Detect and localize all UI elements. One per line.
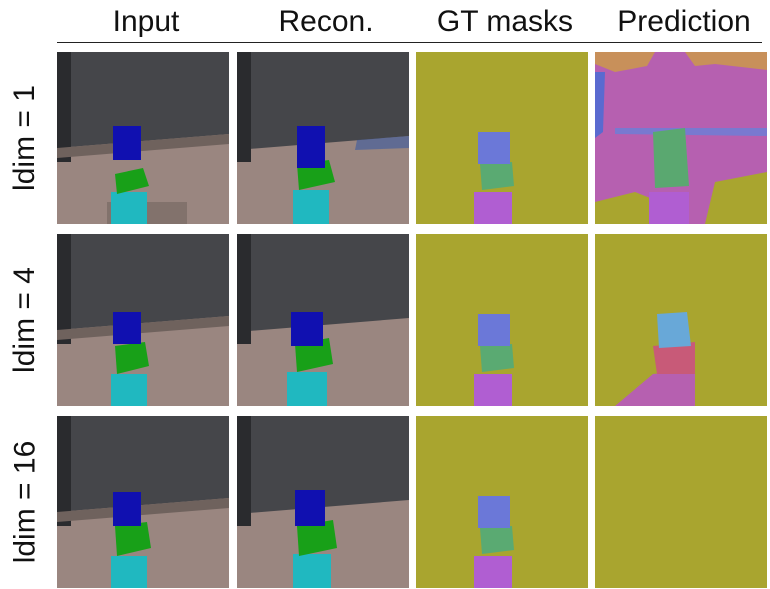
prediction-row-1	[595, 52, 767, 224]
reconstruction-image-row-1	[237, 52, 409, 224]
reconstruction-image-row-2	[237, 234, 409, 406]
column-title-recon: Recon.	[278, 5, 374, 38]
row-label-3: ldim = 16	[0, 416, 50, 588]
gt-mask-row-2	[416, 234, 588, 406]
input-image-row-2	[57, 234, 229, 406]
row-label-3-text: ldim = 16	[8, 440, 42, 564]
input-image-row-1	[57, 52, 229, 224]
prediction-row-3	[595, 416, 767, 588]
header-rule	[57, 42, 762, 43]
column-title-gt-masks: GT masks	[436, 5, 574, 38]
row-label-1-text: ldim = 1	[8, 85, 42, 191]
reconstruction-image-row-3	[237, 416, 409, 588]
column-title-prediction: Prediction	[617, 5, 751, 38]
input-image-row-3	[57, 416, 229, 588]
row-label-1: ldim = 1	[0, 52, 50, 224]
row-label-2: ldim = 4	[0, 234, 50, 406]
gt-mask-row-1	[416, 52, 588, 224]
row-label-2-text: ldim = 4	[8, 267, 42, 373]
prediction-row-2	[595, 234, 767, 406]
gt-mask-row-3	[416, 416, 588, 588]
column-title-input: Input	[112, 5, 180, 38]
